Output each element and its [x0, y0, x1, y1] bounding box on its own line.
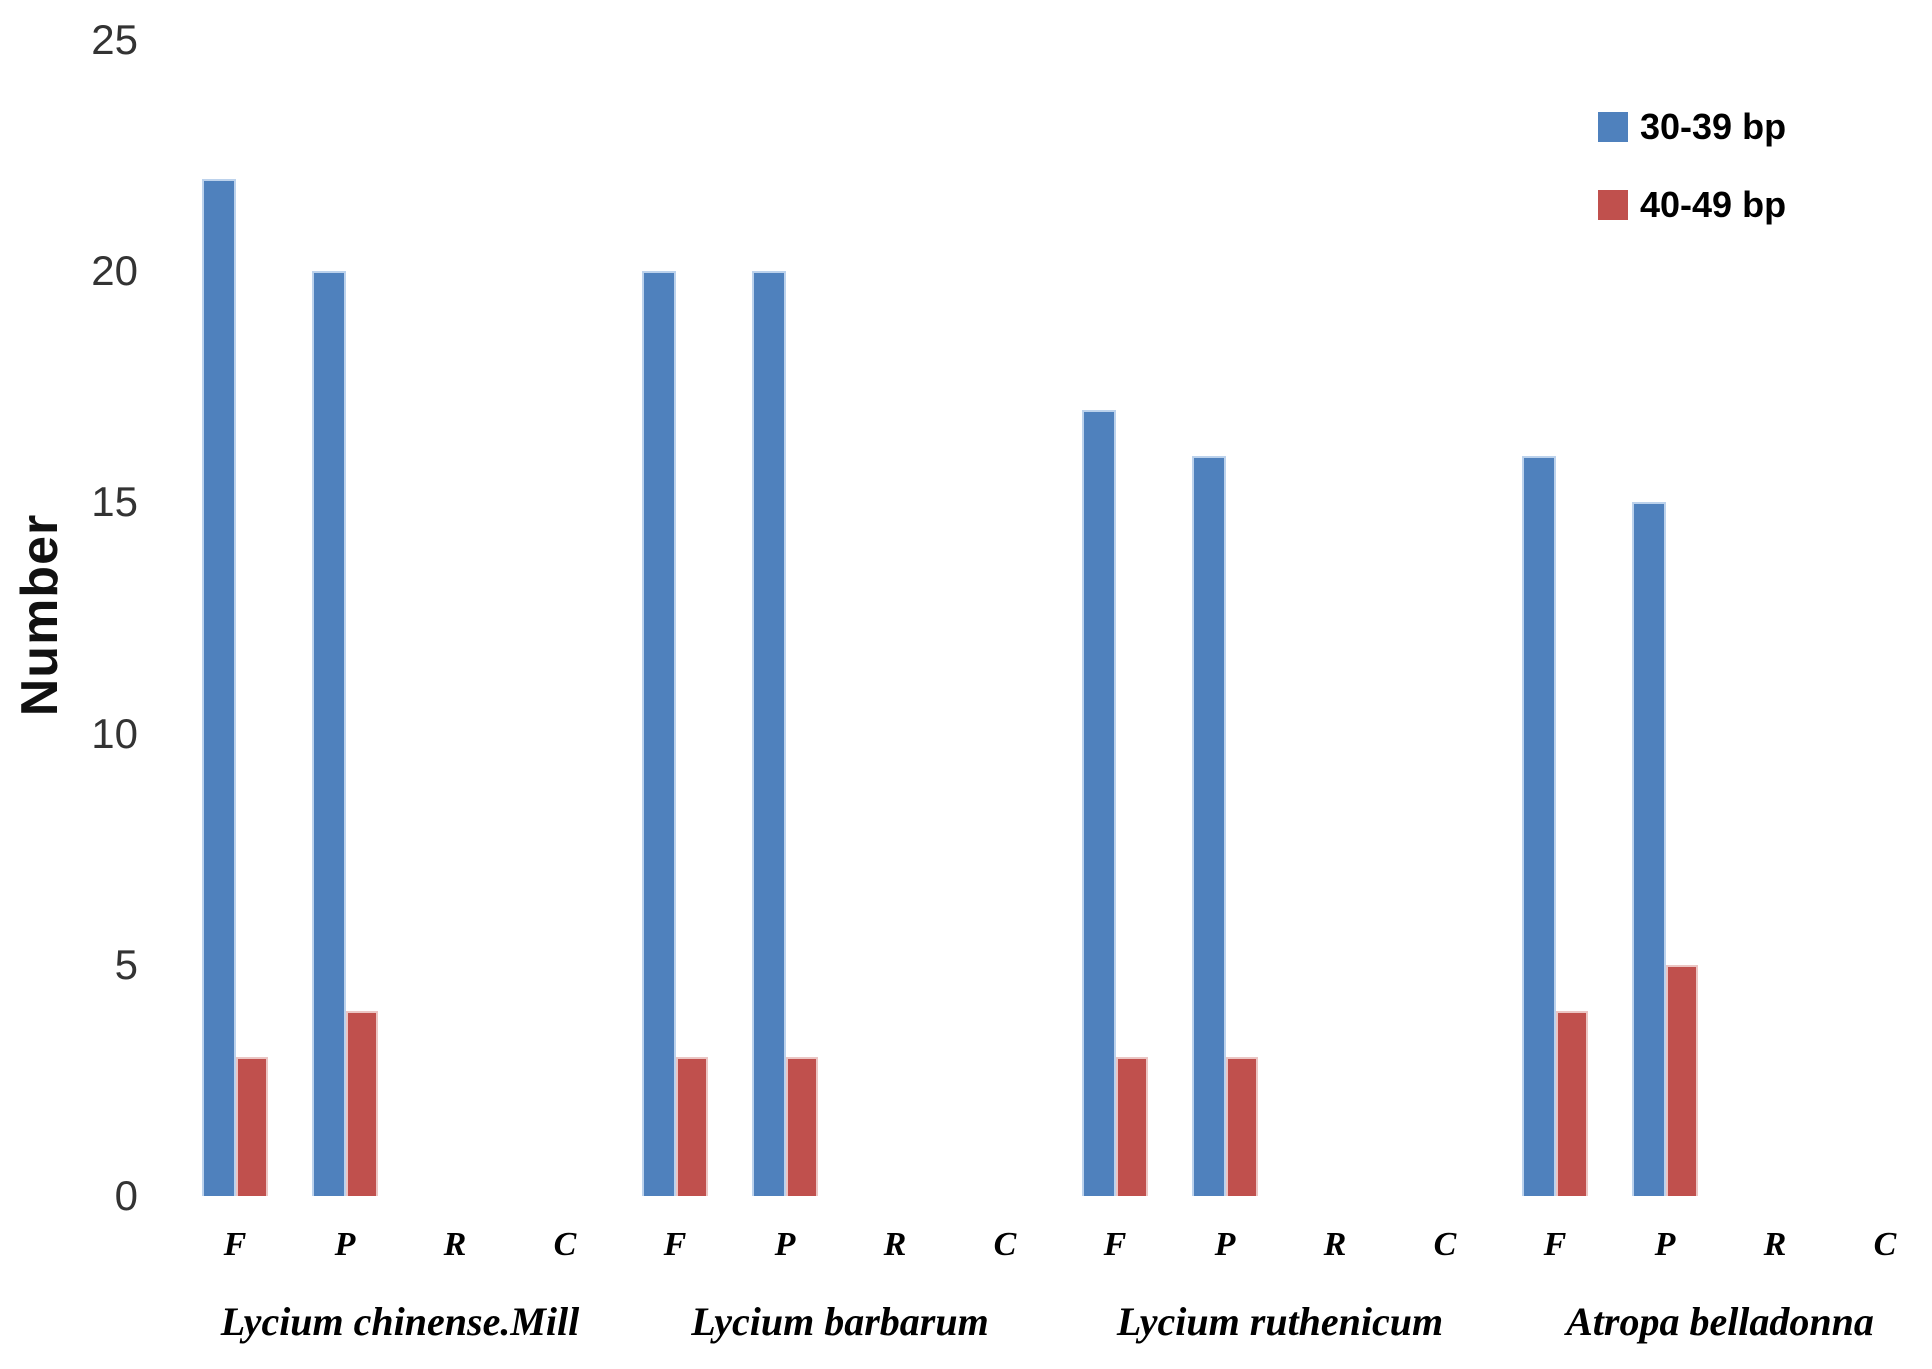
- legend-entry: 40-49 bp: [1598, 182, 1786, 228]
- bar-30-39-bp: [1522, 456, 1556, 1196]
- bar-30-39-bp: [312, 271, 346, 1196]
- bar-40-49-bp: [676, 1057, 708, 1196]
- bar-40-49-bp: [1556, 1011, 1588, 1196]
- category-label: F: [1543, 1226, 1567, 1263]
- category-label: P: [1654, 1226, 1676, 1263]
- legend: 30-39 bp 40-49 bp: [1598, 104, 1786, 260]
- bar-30-39-bp: [1192, 456, 1226, 1196]
- group-label: Lycium barbarum: [691, 1299, 989, 1344]
- bar-30-39-bp: [752, 271, 786, 1196]
- category-label: C: [1433, 1226, 1457, 1263]
- legend-label: 40-49 bp: [1640, 184, 1787, 225]
- group-label: Lycium ruthenicum: [1116, 1299, 1444, 1344]
- category-label: R: [443, 1226, 467, 1263]
- category-label: C: [553, 1226, 577, 1263]
- bar-40-49-bp: [1116, 1057, 1148, 1196]
- category-label: C: [1873, 1226, 1897, 1263]
- y-tick-label: 10: [91, 709, 138, 757]
- bar-40-49-bp: [1226, 1057, 1258, 1196]
- legend-label: 30-39 bp: [1640, 106, 1787, 147]
- category-label: R: [1763, 1226, 1787, 1263]
- y-tick-label: 20: [91, 247, 138, 295]
- legend-swatch: [1598, 190, 1628, 220]
- bar-30-39-bp: [642, 271, 676, 1196]
- bar-40-49-bp: [236, 1057, 268, 1196]
- group-label: Atropa belladonna: [1566, 1299, 1874, 1344]
- category-label: F: [1103, 1226, 1127, 1263]
- y-tick-label: 25: [91, 16, 138, 63]
- bar-40-49-bp: [1666, 964, 1698, 1196]
- bar-30-39-bp: [202, 178, 236, 1196]
- bar-40-49-bp: [346, 1011, 378, 1196]
- group-label: Lycium chinense.Mill: [220, 1299, 580, 1344]
- category-label: F: [663, 1226, 687, 1263]
- category-label: R: [883, 1226, 907, 1263]
- y-tick-label: 5: [114, 940, 138, 988]
- legend-swatch: [1598, 112, 1628, 142]
- category-label: P: [1214, 1226, 1236, 1263]
- category-label: F: [223, 1226, 247, 1263]
- category-label: C: [993, 1226, 1017, 1263]
- category-label: P: [334, 1226, 356, 1263]
- y-tick-label: 15: [91, 478, 138, 526]
- bar-40-49-bp: [786, 1057, 818, 1196]
- bar-30-39-bp: [1082, 409, 1116, 1196]
- bar-30-39-bp: [1632, 502, 1666, 1196]
- category-label: R: [1323, 1226, 1347, 1263]
- category-label: P: [774, 1226, 796, 1263]
- legend-entry: 30-39 bp: [1598, 104, 1786, 150]
- y-tick-label: 0: [114, 1172, 138, 1219]
